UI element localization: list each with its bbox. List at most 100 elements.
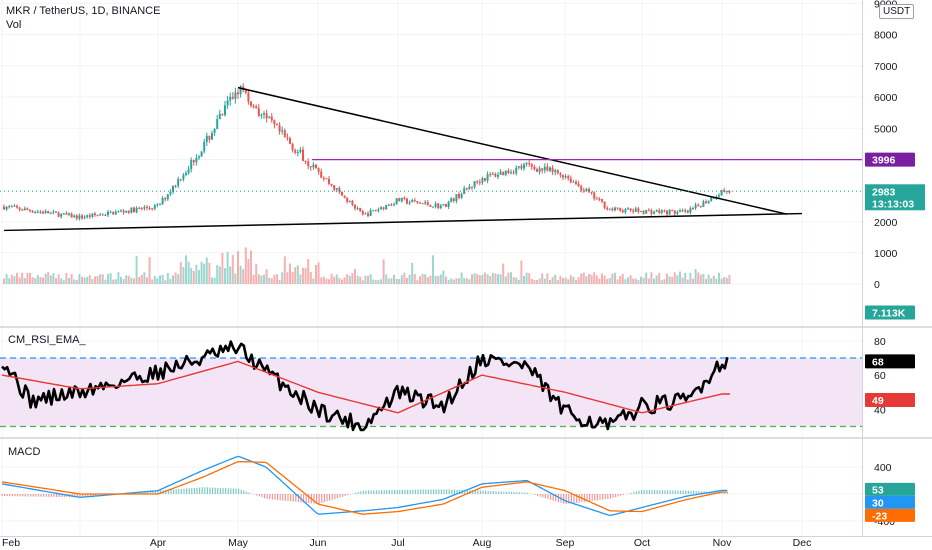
volume-bar	[679, 271, 681, 284]
macd-histogram-bar	[222, 488, 224, 494]
candle-body	[502, 171, 505, 175]
volume-bar	[130, 277, 133, 284]
pane-separators[interactable]	[0, 0, 932, 537]
macd-histogram-bar	[583, 494, 585, 502]
candle-body	[681, 210, 684, 212]
candle-body	[471, 186, 473, 188]
candle-body	[68, 213, 70, 215]
macd-histogram-bar	[641, 490, 643, 494]
volume-bar	[104, 279, 107, 284]
macd-histogram-bar	[373, 490, 375, 494]
trendline-drawings[interactable]	[0, 86, 862, 232]
currency-unit-badge[interactable]: USDT	[879, 4, 915, 19]
candle-body	[385, 205, 388, 210]
symbol-title[interactable]: MKR / TetherUS, 1D, BINANCE	[6, 5, 161, 17]
volume-bar	[273, 274, 276, 284]
volume-bar	[146, 277, 148, 284]
candle-body	[260, 114, 263, 116]
candle-body	[13, 205, 16, 207]
volume-bar	[637, 280, 640, 284]
volume-label: Vol	[6, 19, 22, 31]
candle-body	[533, 166, 536, 170]
candle-body	[221, 113, 224, 115]
macd-histogram-bar	[654, 490, 656, 494]
rsi-pane-label[interactable]: CM_RSI_EMA_	[8, 334, 86, 346]
volume-bar	[702, 273, 705, 284]
volume-bar	[244, 247, 247, 284]
volume-bar	[645, 272, 648, 284]
candle-body	[619, 208, 622, 211]
macd-histogram-bar	[212, 487, 214, 494]
candle-body	[653, 211, 655, 214]
macd-histogram-bar	[381, 490, 383, 494]
macd-histogram-bar	[435, 489, 437, 494]
macd-histogram-bar	[56, 494, 58, 497]
volume-bar	[138, 276, 141, 284]
macd-histogram-bar	[555, 494, 557, 502]
volume-bar	[510, 272, 512, 284]
candle-body	[135, 207, 138, 213]
candle-body	[590, 191, 593, 193]
candle-body	[361, 211, 364, 215]
volume-bar	[52, 273, 55, 284]
volume-bar	[723, 276, 726, 284]
candle-body	[627, 208, 629, 210]
time-tick-apr: Apr	[150, 537, 167, 549]
candle-body	[99, 214, 102, 216]
volume-bar	[538, 278, 541, 284]
macd-histogram-bar	[479, 490, 481, 494]
candle-body	[640, 211, 642, 213]
volume-bar	[299, 274, 302, 284]
macd-histogram-bar	[240, 489, 242, 494]
macd-histogram-bar	[524, 492, 526, 494]
volume-bar	[122, 279, 125, 284]
candle-body	[499, 171, 502, 175]
rsi-tick-80: 80	[874, 336, 886, 348]
candle-body	[140, 208, 143, 210]
volume-bar	[263, 274, 265, 284]
volume-bar	[101, 274, 104, 284]
volume-bar	[221, 252, 224, 284]
volume-bar	[39, 277, 42, 284]
candle-body	[684, 210, 687, 212]
volume-bar	[697, 272, 700, 284]
macd-histogram-bar	[409, 489, 411, 494]
volume-bar	[242, 269, 245, 284]
macd-histogram-bar	[648, 490, 650, 494]
macd-histogram-bar	[711, 491, 713, 494]
candle-body	[601, 199, 603, 202]
volume-bar	[322, 276, 325, 284]
candle-body	[512, 172, 515, 174]
macd-histogram-bar	[290, 494, 292, 502]
volume-bar	[489, 276, 492, 284]
macd-histogram-bar	[635, 491, 637, 494]
macd-histogram-bar	[269, 494, 271, 500]
macd-histogram-bar	[256, 494, 258, 496]
price-tick-8000: 8000	[874, 30, 898, 42]
countdown-badge: 13:13:03	[872, 198, 914, 210]
candle-body	[286, 137, 289, 139]
macd-histogram-bar	[669, 490, 671, 494]
histogram-value-badge-bg	[865, 508, 915, 522]
volume-bar	[260, 275, 263, 284]
volume-bar	[68, 278, 70, 284]
candle-body	[117, 211, 120, 213]
volume-bar	[250, 250, 252, 284]
candle-body	[208, 135, 211, 140]
candle-body	[697, 204, 700, 206]
macd-histogram-bar	[357, 492, 359, 494]
macd-pane-label[interactable]: MACD	[8, 446, 41, 458]
price-axis[interactable]: 2000300040005000600070008000900001000406…	[874, 0, 898, 528]
volume-bar	[60, 278, 63, 284]
candle-body	[629, 208, 632, 211]
time-axis[interactable]: Feb Apr May Jun Jul Aug Sep Oct Nov Dec	[2, 537, 811, 549]
candle-body	[489, 174, 492, 176]
macd-histogram-bar	[550, 494, 552, 500]
candle-body	[276, 124, 278, 126]
volume-bar	[133, 278, 135, 284]
candle-body	[442, 204, 445, 206]
candle-body	[668, 210, 671, 215]
candle-body	[255, 106, 258, 109]
volume-bar	[387, 278, 390, 284]
